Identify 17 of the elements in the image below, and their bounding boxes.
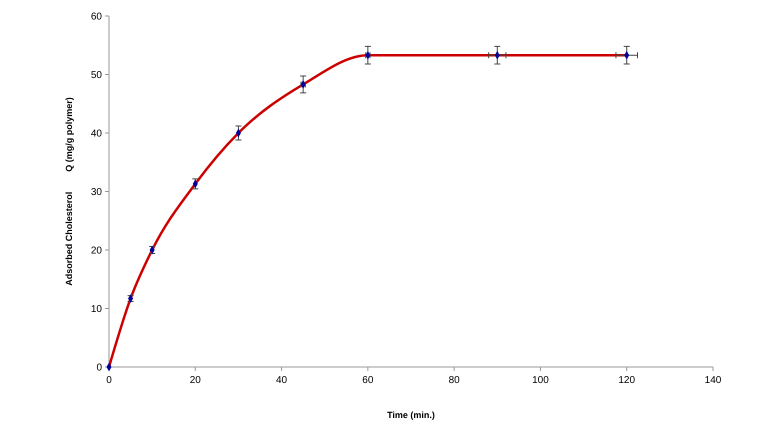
x-axis-title: Time (min.) — [387, 410, 435, 420]
y-tick-label: 60 — [90, 12, 102, 22]
y-tick-label: 30 — [90, 187, 102, 198]
x-tick-label: 40 — [276, 375, 288, 386]
y-tick-label: 40 — [90, 128, 102, 140]
x-tick-label: 100 — [532, 375, 550, 386]
x-tick-label: 20 — [190, 375, 202, 386]
y-axis-title: Adsorbed Cholesterol Q (mg/g polymer) — [64, 97, 74, 286]
x-tick-label: 60 — [362, 375, 374, 386]
x-tick-label: 120 — [618, 375, 636, 386]
y-tick-label: 0 — [96, 362, 102, 374]
y-tick-label: 10 — [90, 304, 102, 315]
y-tick-label: 50 — [90, 70, 102, 81]
y-tick-label: 20 — [90, 246, 102, 256]
x-tick-label: 140 — [704, 375, 722, 386]
x-tick-label: 80 — [448, 375, 460, 386]
x-tick-label: 0 — [106, 375, 112, 386]
